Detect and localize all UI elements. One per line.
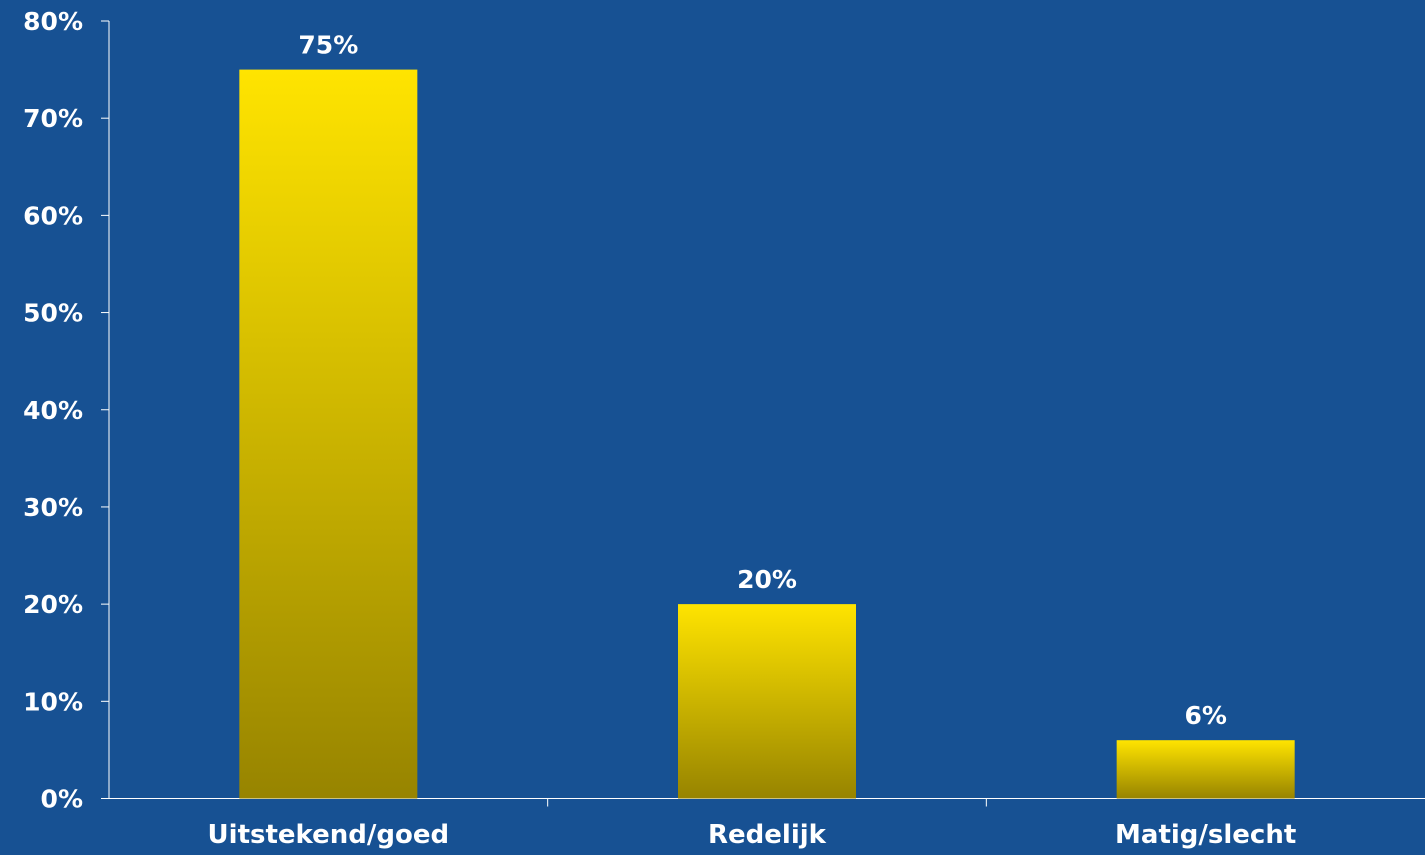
y-tick-label: 50% [23, 299, 83, 328]
data-label: 20% [737, 565, 797, 594]
y-tick-label: 10% [23, 687, 83, 716]
y-tick-label: 30% [23, 493, 83, 522]
x-tick-label: Redelijk [708, 820, 827, 850]
y-tick-label: 60% [23, 201, 83, 230]
x-tick-label: Uitstekend/goed [208, 820, 450, 850]
data-label: 75% [298, 31, 358, 60]
bar-0 [239, 69, 418, 799]
y-tick-label: 0% [41, 785, 83, 814]
y-tick-label: 80% [23, 7, 83, 36]
data-labels: 75% 20% 6% [298, 31, 1226, 731]
bar-2 [1116, 740, 1295, 799]
x-tick-label: Matig/slecht [1115, 820, 1296, 850]
bar-1 [678, 604, 856, 799]
y-tick-label: 70% [23, 104, 83, 133]
y-tick-label: 20% [23, 590, 83, 619]
data-label: 6% [1184, 701, 1226, 730]
y-tick-label: 40% [23, 396, 83, 425]
y-axis-ticks: 0% 10% 20% 30% 40% 50% 60% 70% 80% [23, 7, 109, 814]
x-axis-labels: Uitstekend/goed Redelijk Matig/slecht [208, 820, 1297, 850]
bars [239, 69, 1295, 799]
